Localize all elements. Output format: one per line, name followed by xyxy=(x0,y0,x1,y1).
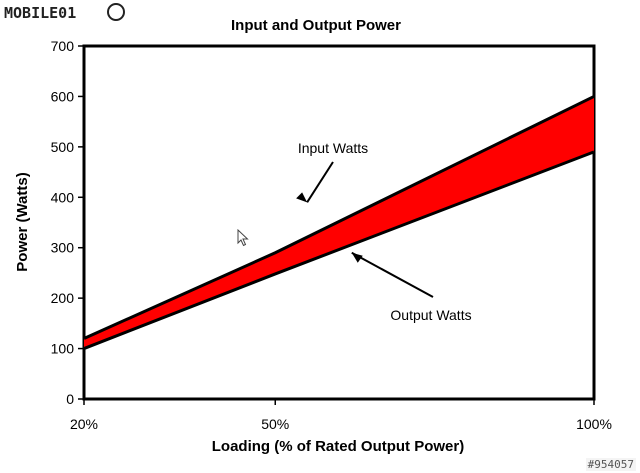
y-tick-label: 400 xyxy=(51,189,75,205)
y-tick-label: 700 xyxy=(51,38,75,54)
y-tick-label: 0 xyxy=(66,391,74,407)
logo-text: MOBILE01 xyxy=(4,4,76,22)
output-watts-annotation: Output Watts xyxy=(390,307,471,323)
y-tick-label: 600 xyxy=(51,88,75,104)
y-tick-label: 300 xyxy=(51,240,75,256)
x-tick-label: 100% xyxy=(576,416,612,432)
y-tick-label: 200 xyxy=(51,290,75,306)
output-watts-line xyxy=(83,150,595,350)
y-tick-label: 500 xyxy=(51,139,75,155)
plot-area: 0 100 200 300 400 500 600 700 20% 50% 100% Input Wa… xyxy=(51,38,612,432)
mobile01-logo: MOBILE01 xyxy=(4,3,125,22)
y-axis-label: Power (Watts) xyxy=(14,172,31,271)
output-watts-arrowhead xyxy=(351,252,363,263)
input-watts-arrow xyxy=(306,161,334,203)
input-watts-line xyxy=(83,95,595,340)
x-tick-label: 50% xyxy=(261,416,289,432)
chart-title: Input and Output Power xyxy=(231,17,401,34)
x-axis-label: Loading (% of Rated Output Power) xyxy=(212,438,464,455)
watermark-id: #954057 xyxy=(585,458,636,471)
y-tick-label: 100 xyxy=(51,341,75,357)
output-watts-arrow xyxy=(351,251,434,298)
input-watts-annotation: Input Watts xyxy=(298,140,368,156)
input-watts-arrowhead xyxy=(296,192,308,203)
mouse-pointer-icon xyxy=(237,228,249,252)
x-tick-label: 20% xyxy=(70,416,98,432)
logo-ring-icon xyxy=(107,3,125,21)
